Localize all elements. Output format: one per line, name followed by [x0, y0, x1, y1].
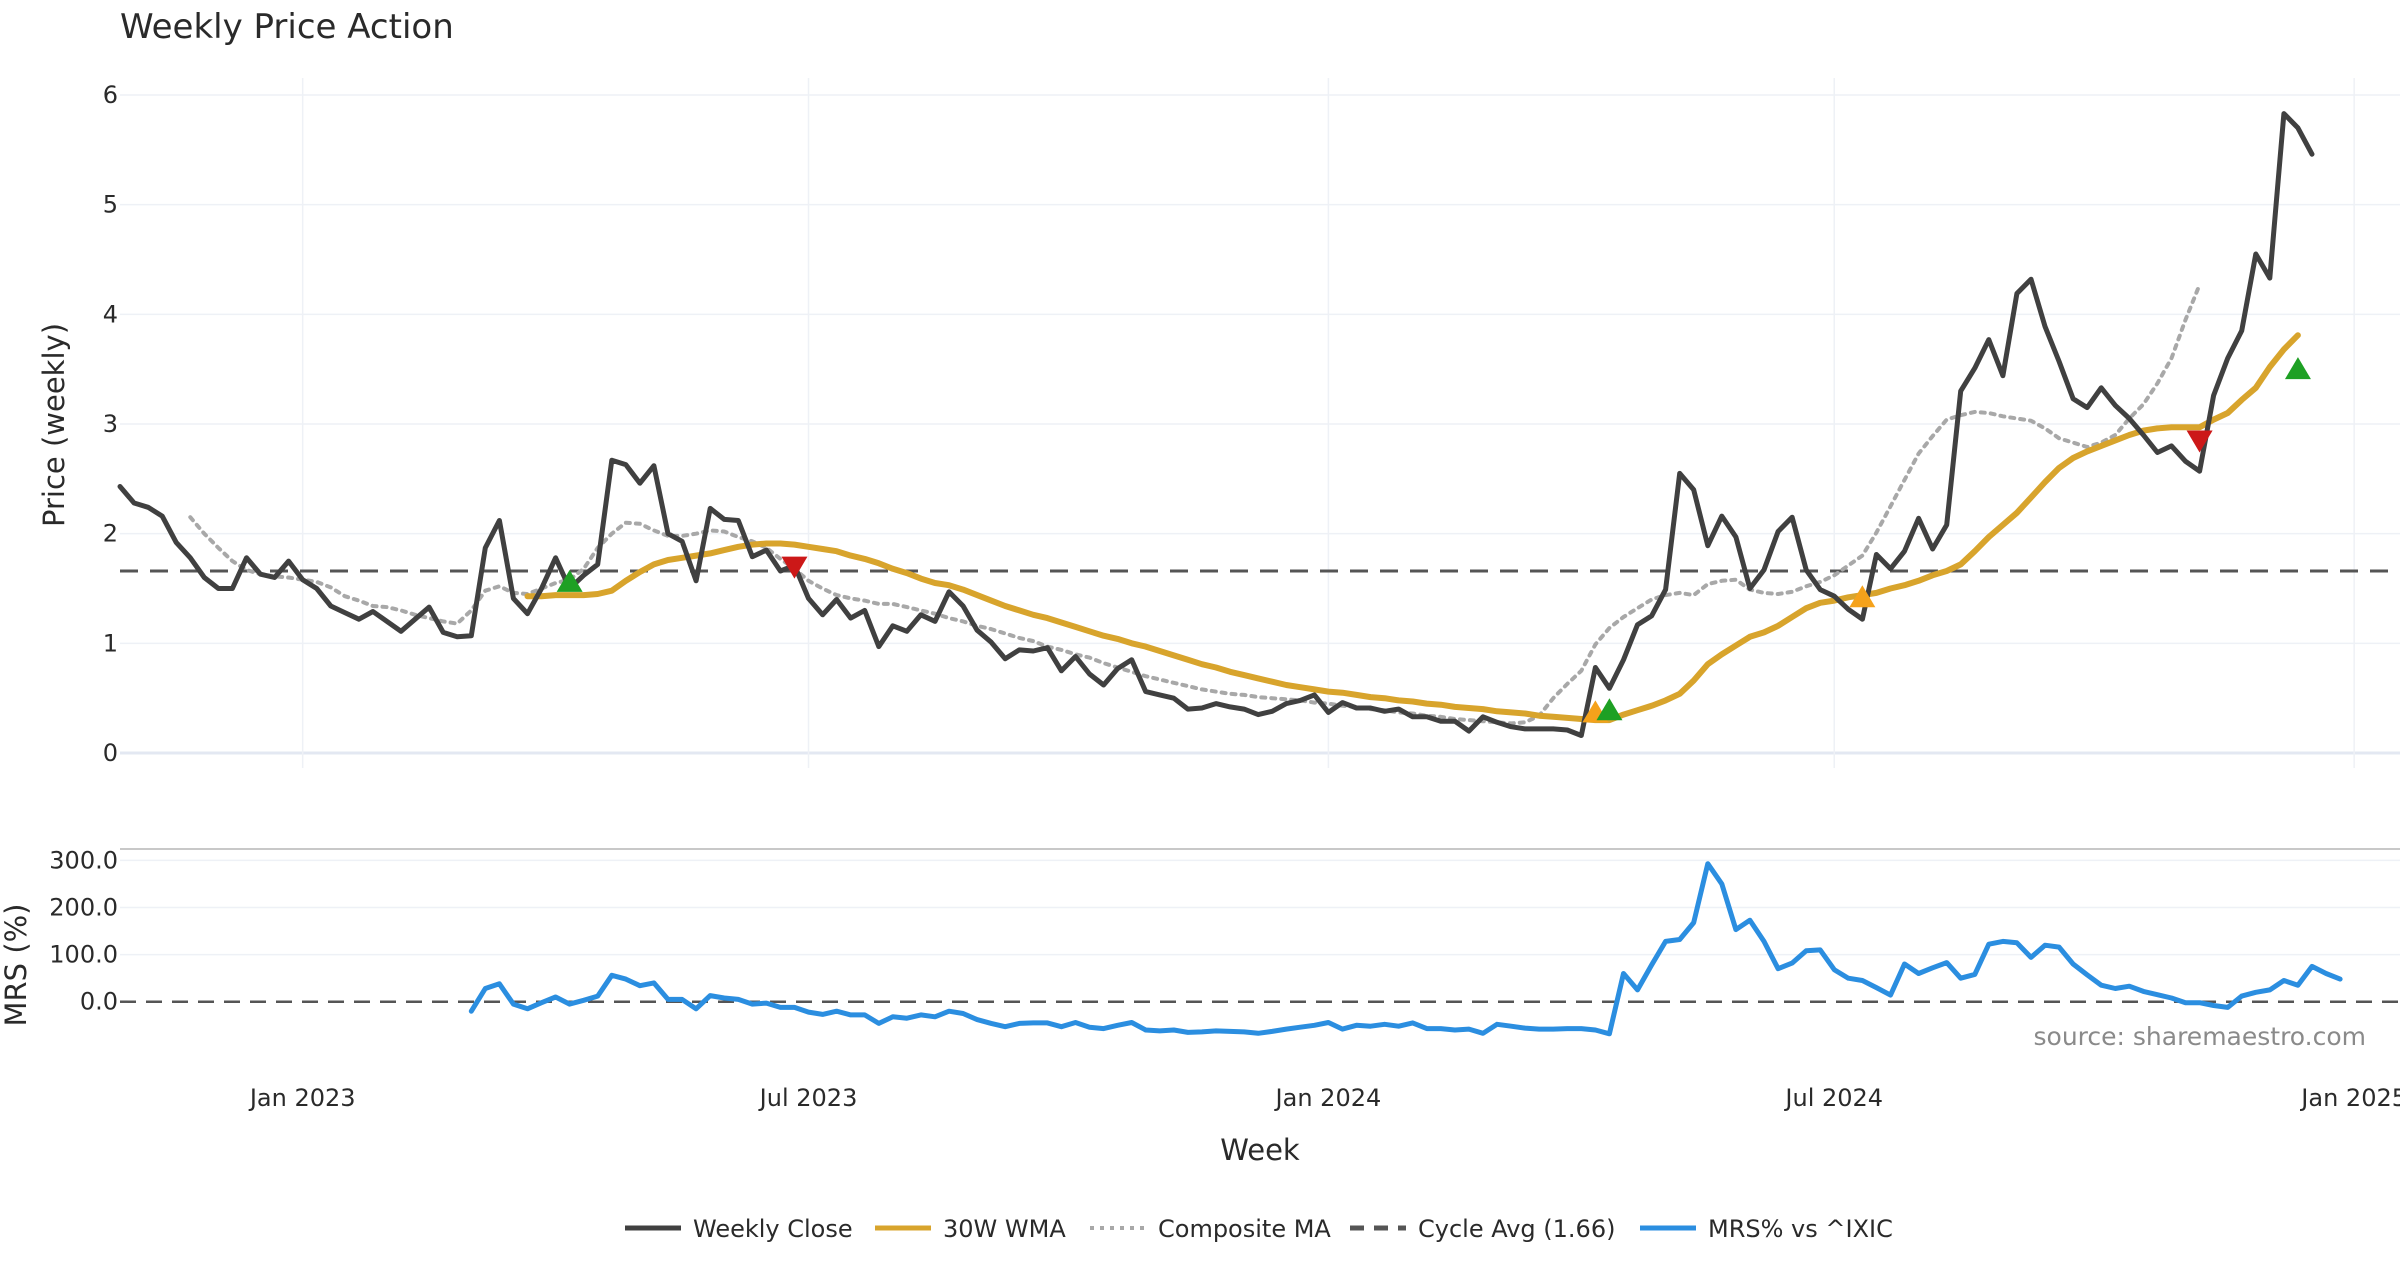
source-note: source: sharemaestro.com [2034, 1022, 2367, 1051]
price-y-axis-title: Price (weekly) [37, 323, 71, 527]
series-layer [117, 111, 2343, 1037]
chart-title: Weekly Price Action [120, 7, 454, 47]
legend-label: Cycle Avg (1.66) [1418, 1215, 1615, 1243]
mrs-line [468, 861, 2343, 1037]
x-ticks: Jan 2023 Jul 2023 Jan 2024 Jul 2024 Jan 2025… [248, 1084, 2400, 1112]
x-tick-label: Jan 2023 [248, 1084, 356, 1112]
wma-30w-line [524, 332, 2301, 724]
price-y-tick-label: 3 [103, 410, 118, 438]
price-y-tick-label: 6 [103, 81, 118, 109]
grid-layer [120, 78, 2400, 1003]
weekly-close-line [117, 111, 2315, 738]
legend-label: Weekly Close [693, 1215, 853, 1243]
price-y-tick-label: 2 [103, 520, 118, 548]
signal-marker-sell [2186, 430, 2213, 453]
x-tick-label: Jan 2025 [2299, 1084, 2400, 1112]
price-y-tick-label: 1 [103, 629, 118, 657]
signal-marker-buy-amber [1849, 585, 1876, 608]
mrs-y-tick-label: 100.0 [49, 941, 118, 969]
x-tick-label: Jan 2024 [1274, 1084, 1382, 1112]
price-y-tick-label: 5 [103, 191, 118, 219]
composite-ma-line [188, 282, 2202, 726]
signal-marker-buy [556, 569, 583, 592]
mrs-y-axis-title: MRS (%) [0, 904, 33, 1027]
price-y-tick-label: 0 [103, 739, 118, 767]
legend-label: 30W WMA [943, 1215, 1066, 1243]
signal-marker-buy [2284, 357, 2311, 380]
x-tick-label: Jul 2024 [1783, 1084, 1883, 1112]
signal-marker-buy [1596, 698, 1623, 721]
x-axis-title: Week [1220, 1133, 1300, 1167]
price-y-ticks: 0 1 2 3 4 5 6 [103, 81, 118, 767]
mrs-y-tick-label: 300.0 [49, 846, 118, 874]
x-tick-label: Jul 2023 [758, 1084, 858, 1112]
signal-marker-sell [781, 556, 808, 579]
legend-label: Composite MA [1158, 1215, 1331, 1243]
price-y-tick-label: 4 [103, 300, 118, 328]
mrs-y-tick-label: 0.0 [80, 988, 118, 1016]
legend: Weekly Close 30W WMA Composite MA Cycle Avg… [625, 1215, 1893, 1243]
mrs-y-tick-label: 200.0 [49, 893, 118, 921]
signal-layer [556, 357, 2311, 723]
mrs-y-ticks: 0.0 100.0 200.0 300.0 [49, 846, 118, 1015]
legend-label: MRS% vs ^IXIC [1708, 1215, 1893, 1243]
